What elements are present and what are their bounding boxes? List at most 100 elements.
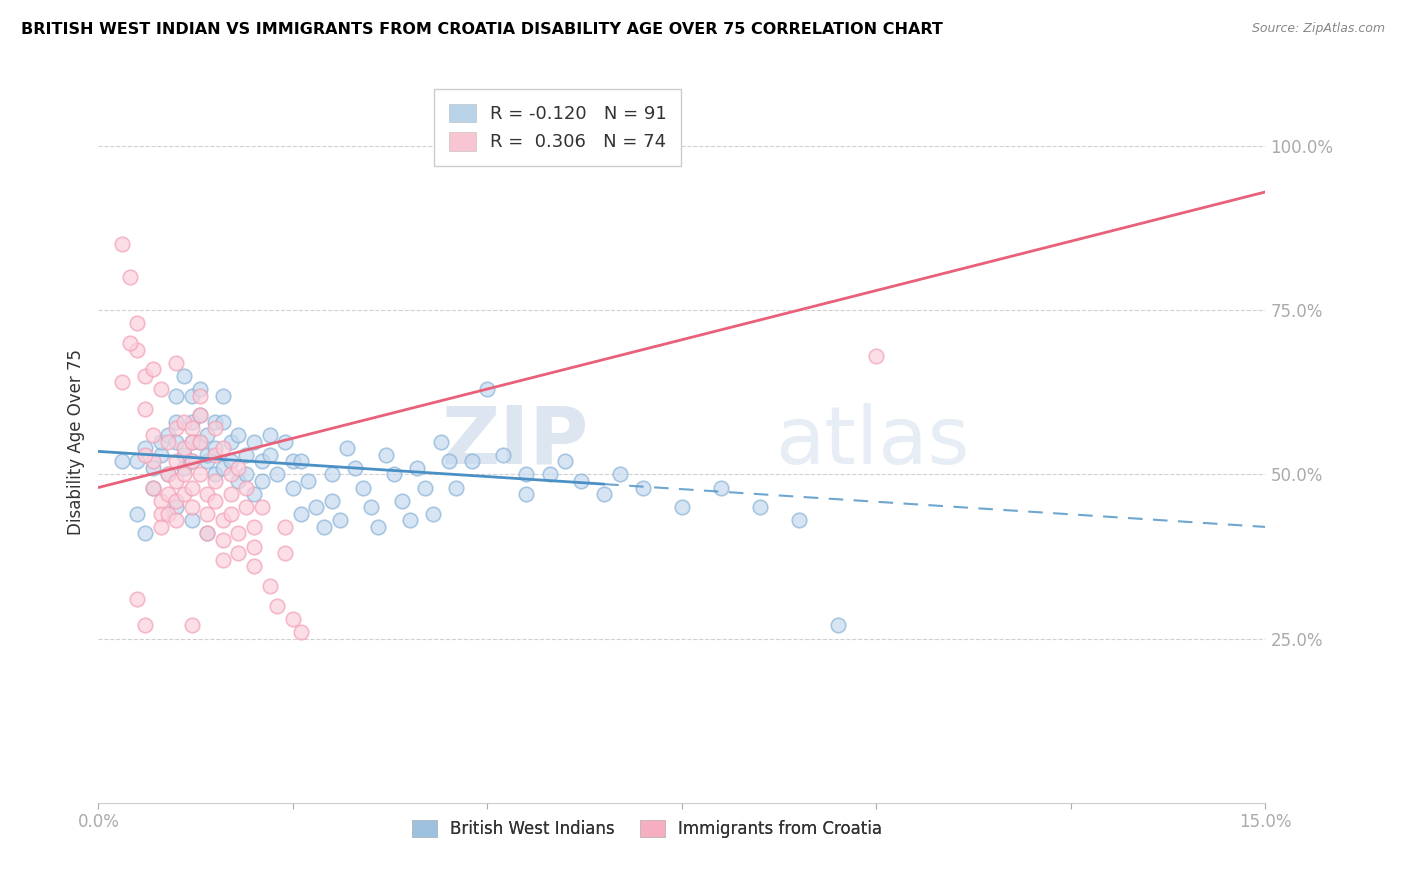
Point [219,454,242,468]
Point [165,474,187,488]
Point [173,448,195,462]
Point [243,559,266,574]
Point [149,520,172,534]
Point [609,467,631,482]
Point [157,428,180,442]
Point [290,454,312,468]
Point [787,513,810,527]
Point [321,493,343,508]
Point [195,526,218,541]
Text: Source: ZipAtlas.com: Source: ZipAtlas.com [1251,22,1385,36]
Point [195,448,218,462]
Point [375,448,398,462]
Point [180,434,202,449]
Point [329,513,352,527]
Point [118,336,141,351]
Point [195,454,218,468]
Point [188,409,211,423]
Point [274,546,297,560]
Point [149,448,172,462]
Point [212,415,235,429]
Point [142,481,165,495]
Point [142,362,165,376]
Point [195,487,218,501]
Point [195,507,218,521]
Point [865,349,887,363]
Point [243,540,266,554]
Point [235,500,257,515]
Point [290,625,312,640]
Point [538,467,561,482]
Point [281,481,304,495]
Point [165,493,187,508]
Point [413,481,436,495]
Point [243,487,266,501]
Point [127,507,149,521]
Point [243,520,266,534]
Point [593,487,616,501]
Point [212,553,235,567]
Point [391,493,413,508]
Point [671,500,693,515]
Point [157,467,180,482]
Point [297,474,319,488]
Point [165,434,187,449]
Point [142,481,165,495]
Point [134,401,156,416]
Point [204,421,226,435]
Point [180,481,202,495]
Point [219,434,242,449]
Point [127,454,149,468]
Text: atlas: atlas [775,402,970,481]
Point [165,415,187,429]
Point [127,343,149,357]
Point [321,467,343,482]
Text: BRITISH WEST INDIAN VS IMMIGRANTS FROM CROATIA DISABILITY AGE OVER 75 CORRELATIO: BRITISH WEST INDIAN VS IMMIGRANTS FROM C… [21,22,943,37]
Point [219,507,242,521]
Point [165,388,187,402]
Point [569,474,592,488]
Point [710,481,733,495]
Point [250,454,273,468]
Point [228,526,250,541]
Point [188,467,211,482]
Point [259,428,281,442]
Point [305,500,328,515]
Point [360,500,382,515]
Point [228,474,250,488]
Point [111,237,134,252]
Point [204,415,226,429]
Point [149,382,172,396]
Point [173,368,195,383]
Point [134,618,156,632]
Point [344,460,367,475]
Point [134,368,156,383]
Point [149,493,172,508]
Point [134,448,156,462]
Point [173,467,195,482]
Point [281,454,304,468]
Point [195,428,218,442]
Point [180,454,202,468]
Point [243,434,266,449]
Point [827,618,849,632]
Point [180,388,202,402]
Point [554,454,576,468]
Point [266,467,288,482]
Point [188,434,211,449]
Point [250,500,273,515]
Point [188,388,211,402]
Point [204,448,226,462]
Point [149,507,172,521]
Point [127,316,149,330]
Point [111,376,134,390]
Point [118,270,141,285]
Point [228,546,250,560]
Point [165,500,187,515]
Point [406,460,429,475]
Point [157,487,180,501]
Point [382,467,405,482]
Point [212,441,235,455]
Point [180,618,202,632]
Point [157,507,180,521]
